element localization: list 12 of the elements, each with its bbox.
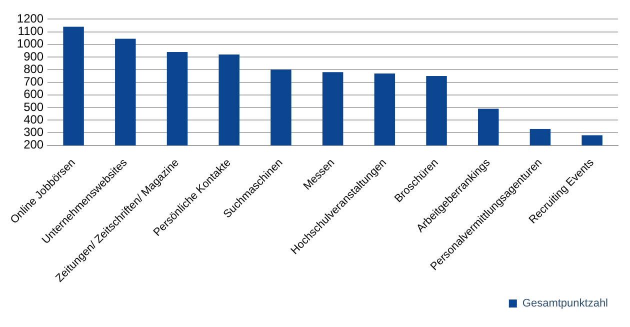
y-tick-label: 400: [24, 112, 44, 126]
y-tick-label: 700: [24, 74, 44, 89]
y-tick-label: 900: [24, 49, 44, 64]
y-tick-label: 300: [24, 125, 44, 140]
y-tick-label: 1000: [16, 36, 44, 51]
legend-label: Gesamtpunktzahl: [522, 298, 608, 310]
y-tick-label: 1100: [18, 24, 44, 38]
y-tick-label: 800: [24, 62, 44, 76]
y-tick-label: 500: [24, 100, 44, 114]
y-tick-label: 600: [24, 87, 44, 102]
y-tick-label: 200: [24, 138, 44, 152]
y-tick-label: 1200: [16, 12, 44, 26]
